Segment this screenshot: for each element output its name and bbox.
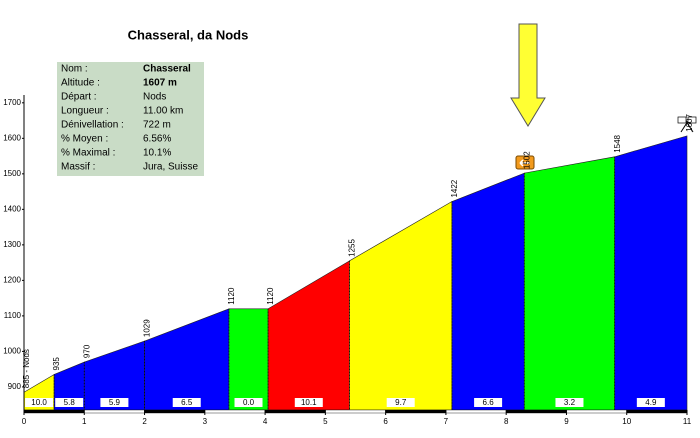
info-value: 1607 m [143,78,177,89]
km-stripe [23,409,85,414]
segment [228,308,269,411]
x-tick-label: 11 [683,417,692,426]
value-label: 935 [52,357,61,371]
segment-label: 10.1 [301,398,317,407]
x-tick-label: 2 [142,417,147,426]
info-value: Nods [143,92,166,103]
y-tick-label: 1400 [3,204,21,213]
segment-label: 9.7 [395,398,407,407]
segment-label-box [100,398,129,407]
info-key: Dénivellation : [61,120,124,131]
km-stripe [385,409,447,414]
value-label: 1120 [266,287,275,305]
y-tick-label: 1500 [3,169,21,178]
segment-label-box [636,398,665,407]
info-value: 10.1% [143,148,171,159]
segment [523,156,615,411]
km-stripe [626,409,688,414]
value-label: 1422 [450,179,459,197]
segment-label-box [172,398,201,407]
y-tick-label: 1300 [3,240,21,249]
segment-label-box [55,398,84,407]
segment-label: 5.8 [64,398,76,407]
segment-label-box [555,398,584,407]
km-stripe [505,409,567,414]
value-label: 970 [82,344,91,358]
x-tick-label: 9 [564,417,569,426]
x-tick-label: 1 [82,417,87,426]
km-stripe [204,409,266,414]
x-tick-label: 8 [504,417,509,426]
segment-label: 4.9 [645,398,657,407]
y-tick-label: 1700 [3,98,21,107]
info-value: Jura, Suisse [143,162,198,173]
x-tick-label: 6 [383,417,388,426]
km-stripe [325,409,386,414]
y-tick-label: 1000 [3,347,21,356]
segment-label: 5.9 [109,398,121,407]
segment-label: 3.2 [564,398,576,407]
km-stripe [144,409,206,414]
sign-arrow [519,159,530,167]
km-stripe [566,409,627,414]
info-box [57,62,204,176]
segment-label: 10.0 [31,398,47,407]
segment-label-box [386,398,415,407]
value-label: 1607 [685,113,694,131]
value-label: 1548 [613,134,622,152]
info-key: Nom : [61,64,88,75]
y-tick-label: 1100 [4,311,22,320]
segment [144,308,230,411]
y-tick-label: 1600 [3,133,21,142]
info-key: Altitude : [61,78,100,89]
value-label: 885 - Nods [22,349,31,388]
value-label: 1029 [143,319,152,337]
info-value: 11.00 km [143,106,183,117]
value-label: 1255 [348,238,357,256]
x-tick-label: 5 [323,417,328,426]
x-tick-label: 4 [263,417,268,426]
info-key: Massif : [61,162,95,173]
x-tick-label: 3 [203,417,208,426]
arrow [510,23,546,127]
info-key: % Moyen : [61,134,108,145]
y-tick-label: 1200 [3,275,21,284]
segment-label: 6.5 [181,398,193,407]
info-key: Départ : [61,92,97,103]
chart-title: Chasseral, da Nods [128,27,249,42]
info-key: % Maximal : [61,148,115,159]
x-tick-label: 10 [622,417,631,426]
segment-label-box [25,398,54,407]
info-value: 722 m [143,120,171,131]
km-stripe [84,409,145,414]
segment [614,135,688,411]
x-tick-label: 0 [22,417,27,426]
value-label: 1502 [522,151,531,169]
km-stripe [264,409,326,414]
segment-label-box [294,398,323,407]
km-stripe [445,409,507,414]
finish-flag [677,116,697,133]
y-tick-label: 900 [8,382,22,391]
segment-label: 6.6 [483,398,495,407]
segment-label-box [234,398,263,407]
info-value: Chasseral [143,64,191,75]
segment-label: 0.0 [243,398,255,407]
segment [349,201,453,411]
segment [451,172,525,411]
segment-label-box [474,398,503,407]
info-value: 6.56% [143,134,171,145]
info-key: Longueur : [61,106,109,117]
segment [267,260,350,411]
value-label: 1120 [227,287,236,305]
x-tick-label: 7 [444,417,449,426]
